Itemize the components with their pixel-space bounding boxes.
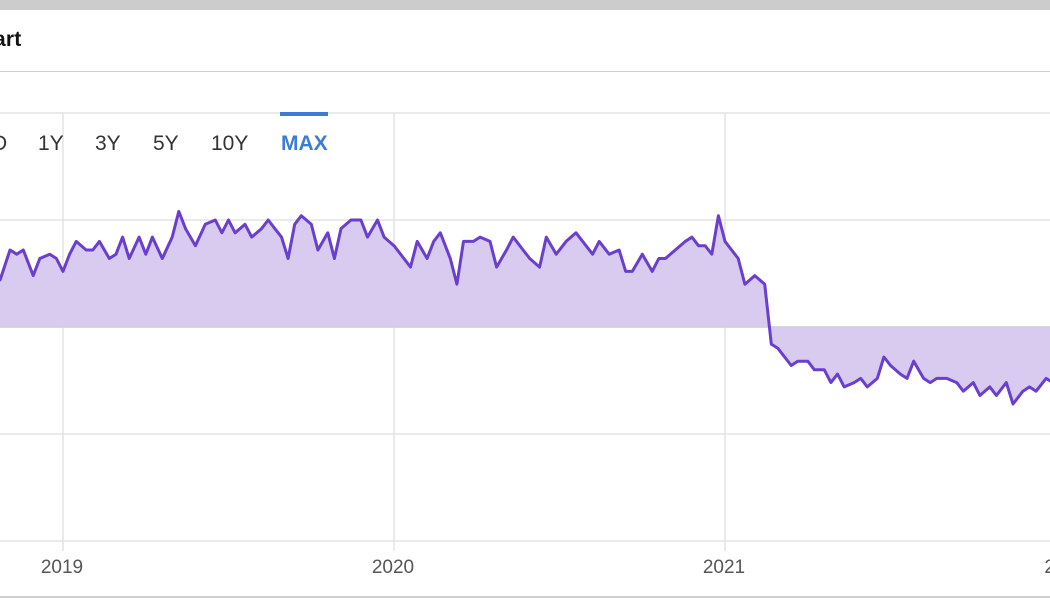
series-line: [0, 209, 1050, 406]
window-top-bar: [0, 0, 1050, 10]
x-tick-label: 2019: [41, 557, 83, 578]
title-divider: [0, 71, 1050, 72]
selected-range-indicator: [280, 112, 328, 116]
range-button-d[interactable]: D: [0, 132, 7, 156]
range-button-5y[interactable]: 5Y: [153, 132, 179, 155]
x-tick-label: 20: [1044, 557, 1050, 578]
range-button-1y[interactable]: 1Y: [38, 132, 64, 155]
bottom-divider: [0, 596, 1050, 598]
range-button-10y[interactable]: 10Y: [211, 132, 249, 155]
series-area-fill: [0, 211, 1050, 404]
x-tick-label: 2020: [372, 557, 414, 578]
x-tick-label: 2021: [703, 557, 745, 578]
time-range-selector: D 1Y 3Y 5Y 10Y MAX: [0, 112, 400, 162]
panel-title: art: [0, 28, 22, 51]
range-button-3y[interactable]: 3Y: [95, 132, 121, 155]
range-button-max[interactable]: MAX: [281, 132, 328, 155]
x-axis-ticks: 2019 2020 2021 20: [41, 557, 1050, 578]
